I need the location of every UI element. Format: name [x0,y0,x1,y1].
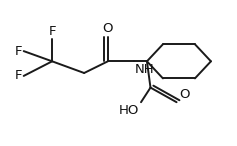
Text: O: O [179,88,189,101]
Text: O: O [103,22,113,35]
Text: NH: NH [135,63,155,76]
Text: F: F [48,25,56,38]
Text: HO: HO [118,104,139,117]
Text: F: F [14,45,22,58]
Text: F: F [14,69,22,82]
